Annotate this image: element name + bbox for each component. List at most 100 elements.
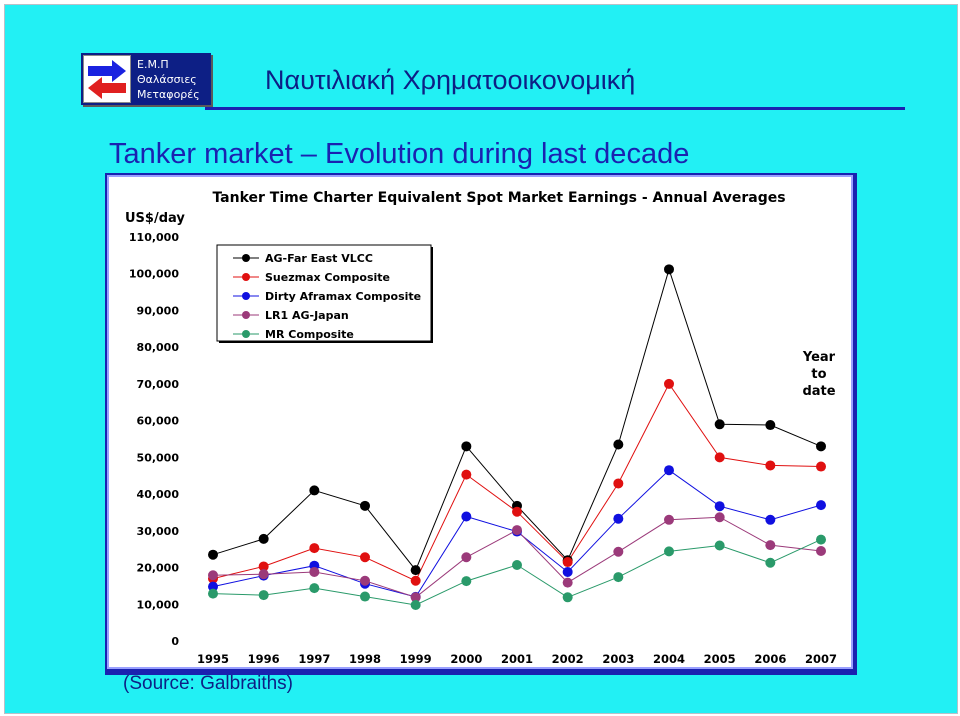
data-point — [714, 540, 725, 551]
data-point — [410, 592, 421, 603]
logo-line: Θαλάσσιες — [137, 73, 197, 86]
data-point — [562, 566, 573, 577]
x-tick-label: 1995 — [197, 652, 229, 666]
data-point — [309, 485, 320, 496]
data-point — [765, 460, 776, 471]
data-point — [258, 561, 269, 572]
x-tick-label: 2006 — [754, 652, 786, 666]
header-divider — [205, 107, 905, 110]
data-point — [765, 557, 776, 568]
logo-line: Μεταφορές — [137, 88, 200, 101]
y-tick-label: 80,000 — [137, 341, 180, 354]
data-point — [309, 566, 320, 577]
y-tick-label: 60,000 — [137, 415, 180, 428]
year-to-date-label: to — [811, 367, 826, 382]
data-point — [512, 506, 522, 517]
data-point — [714, 512, 725, 523]
data-point — [816, 441, 826, 452]
data-point — [410, 565, 421, 576]
data-point — [562, 557, 573, 568]
data-point — [664, 465, 674, 476]
y-tick-label: 70,000 — [137, 378, 180, 391]
data-point — [309, 583, 320, 594]
data-point — [816, 500, 826, 511]
x-tick-label: 2005 — [704, 652, 736, 666]
year-to-date-label: date — [802, 384, 835, 399]
data-point — [512, 525, 522, 536]
x-tick-label: 2004 — [653, 652, 685, 666]
x-tick-label: 2007 — [805, 652, 837, 666]
y-tick-label: 90,000 — [137, 304, 180, 317]
data-point — [714, 452, 725, 463]
data-point — [816, 461, 826, 472]
data-point — [562, 592, 573, 603]
data-point — [360, 500, 370, 511]
y-axis-label: US$/day — [125, 211, 185, 226]
y-tick-label: 30,000 — [137, 525, 180, 538]
x-tick-label: 2001 — [501, 652, 533, 666]
data-point — [714, 419, 725, 430]
x-tick-label: 1998 — [349, 652, 381, 666]
data-point — [258, 569, 269, 580]
year-to-date-label: Year — [802, 350, 836, 365]
data-point — [461, 552, 472, 563]
data-point — [512, 559, 522, 570]
data-point — [714, 501, 725, 512]
chart-frame: Tanker Time Charter Equivalent Spot Mark… — [105, 173, 857, 675]
x-tick-label: 2000 — [450, 652, 482, 666]
y-tick-label: 40,000 — [137, 488, 180, 501]
data-point — [258, 533, 269, 544]
data-point — [461, 469, 472, 480]
header-title: Ναυτιλιακή Χρηματοοικονομική — [265, 65, 636, 95]
data-point — [664, 264, 674, 275]
data-point — [309, 543, 320, 554]
x-tick-label: 2002 — [552, 652, 584, 666]
data-point — [816, 546, 826, 557]
data-point — [461, 576, 472, 587]
y-tick-label: 10,000 — [137, 598, 180, 611]
data-point — [765, 420, 776, 431]
data-point — [765, 540, 776, 551]
data-point — [664, 546, 674, 557]
data-point — [208, 570, 218, 581]
data-point — [613, 572, 624, 583]
data-point — [360, 591, 370, 602]
data-point — [664, 378, 674, 389]
data-point — [613, 513, 624, 524]
data-point — [613, 546, 624, 557]
x-tick-label: 1996 — [248, 652, 280, 666]
y-tick-label: 110,000 — [129, 231, 179, 244]
legend-marker — [242, 273, 250, 281]
left-right-arrows-icon — [83, 55, 131, 103]
data-point — [208, 581, 218, 592]
data-point — [410, 600, 421, 611]
y-tick-label: 100,000 — [129, 268, 179, 281]
legend-label: AG-Far East VLCC — [265, 252, 373, 265]
legend-label: Suezmax Composite — [265, 271, 390, 284]
source-note: (Source: Galbraiths) — [123, 673, 294, 694]
legend-label: LR1 AG-Japan — [265, 309, 349, 322]
x-tick-label: 2003 — [602, 652, 634, 666]
legend-marker — [242, 292, 250, 300]
legend-box — [216, 244, 432, 342]
legend-marker — [242, 311, 250, 319]
data-point — [360, 552, 370, 563]
x-tick-label: 1997 — [298, 652, 330, 666]
data-point — [208, 549, 218, 560]
y-tick-label: 50,000 — [137, 451, 180, 464]
logo-line: Ε.Μ.Π — [137, 58, 169, 71]
data-point — [664, 514, 674, 525]
legend-marker — [242, 254, 250, 262]
data-point — [816, 534, 826, 545]
data-point — [410, 575, 421, 586]
data-point — [765, 514, 776, 525]
logo: Ε.Μ.Π Θαλάσσιες Μεταφορές — [81, 53, 211, 105]
series-line — [212, 382, 822, 582]
data-point — [461, 511, 472, 522]
slide: Ε.Μ.Π Θαλάσσιες Μεταφορές Ναυτιλιακή Χρη… — [4, 4, 958, 714]
y-tick-label: 20,000 — [137, 562, 180, 575]
y-tick-label: 0 — [171, 635, 179, 648]
slide-title: Tanker market – Evolution during last de… — [109, 138, 690, 170]
legend-marker — [242, 330, 250, 338]
line-chart: Tanker Time Charter Equivalent Spot Mark… — [125, 190, 837, 666]
